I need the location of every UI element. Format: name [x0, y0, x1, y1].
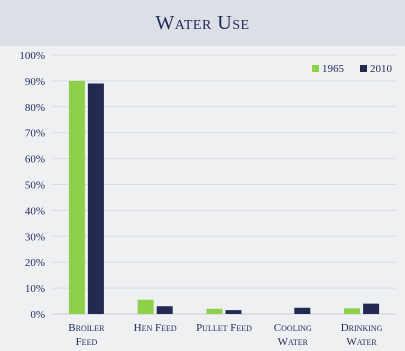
y-tick-label: 10% [25, 283, 45, 295]
x-tick-label: Broiler [68, 322, 105, 334]
y-tick-label: 70% [25, 128, 45, 140]
bar-2010-0 [87, 83, 104, 315]
plot-background [0, 46, 405, 351]
x-tick-label: Hen Feed [134, 322, 177, 334]
x-tick-label: Feed [76, 336, 98, 348]
bar-2010-3 [294, 307, 311, 314]
legend-swatch-1965 [312, 65, 319, 72]
x-tick-label: Water [346, 336, 377, 348]
title-bar: Water Use [0, 0, 405, 46]
bar-1965-2 [206, 308, 223, 314]
y-tick-label: 40% [25, 205, 45, 217]
x-tick-label: Drinking [341, 322, 383, 334]
y-tick-label: 50% [25, 180, 45, 192]
bar-2010-2 [225, 310, 242, 314]
y-tick-label: 100% [19, 50, 45, 62]
x-tick-label: Pullet Feed [196, 322, 252, 334]
y-tick-label: 20% [25, 257, 45, 269]
x-tick-label: Water [278, 336, 309, 348]
legend-swatch-2010 [360, 65, 367, 72]
bar-1965-4 [344, 308, 361, 314]
bar-1965-1 [137, 299, 154, 314]
x-tick-label: Cooling [274, 322, 312, 334]
chart-title: Water Use [155, 12, 250, 34]
bar-1965-0 [68, 80, 85, 315]
legend-label: 2010 [370, 63, 393, 75]
y-tick-label: 0% [30, 309, 45, 321]
y-tick-label: 80% [25, 102, 45, 114]
bar-2010-4 [363, 303, 380, 314]
y-tick-label: 60% [25, 154, 45, 166]
y-tick-label: 30% [25, 231, 45, 243]
bar-2010-1 [156, 306, 173, 314]
legend-label: 1965 [322, 63, 345, 75]
y-tick-label: 90% [25, 76, 45, 88]
